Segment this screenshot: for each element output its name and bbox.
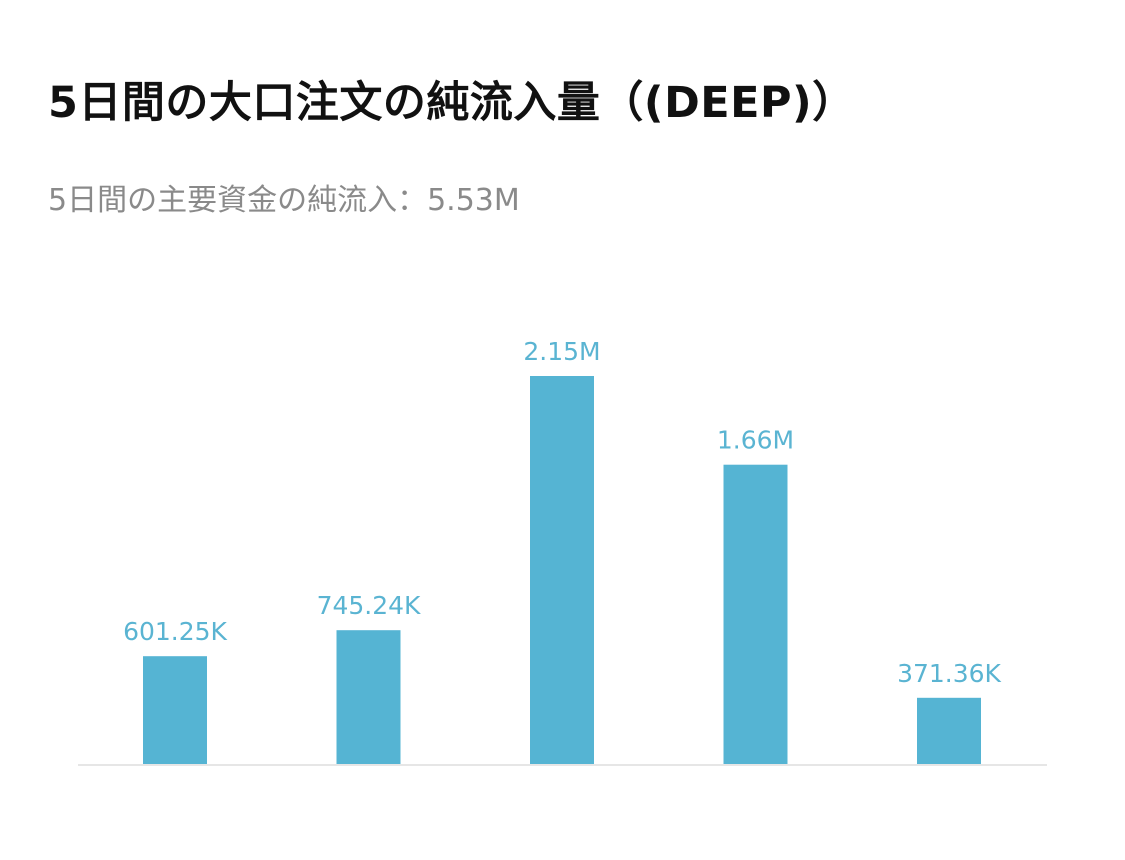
bar-value-label-4: 1.66M xyxy=(717,426,794,455)
data-labels-group: 601.25K 745.24K 2.15M 1.66M 371.36K xyxy=(123,337,1001,688)
bar-value-label-3: 2.15M xyxy=(523,337,600,366)
bar-value-label-2: 745.24K xyxy=(317,591,421,620)
chart-title: 5日間の大口注文の純流入量（(DEEP)） xyxy=(48,78,856,128)
chart-subtitle: 5日間の主要資金の純流入：5.53M xyxy=(48,183,520,218)
bars-group xyxy=(143,376,981,765)
bar-5 xyxy=(917,697,981,765)
bar-3 xyxy=(530,376,594,765)
bar-2 xyxy=(336,630,401,765)
bar-4 xyxy=(723,464,788,765)
bar-value-label-5: 371.36K xyxy=(897,659,1001,688)
bar-value-label-1: 601.25K xyxy=(123,617,227,646)
bar-1 xyxy=(143,656,207,765)
